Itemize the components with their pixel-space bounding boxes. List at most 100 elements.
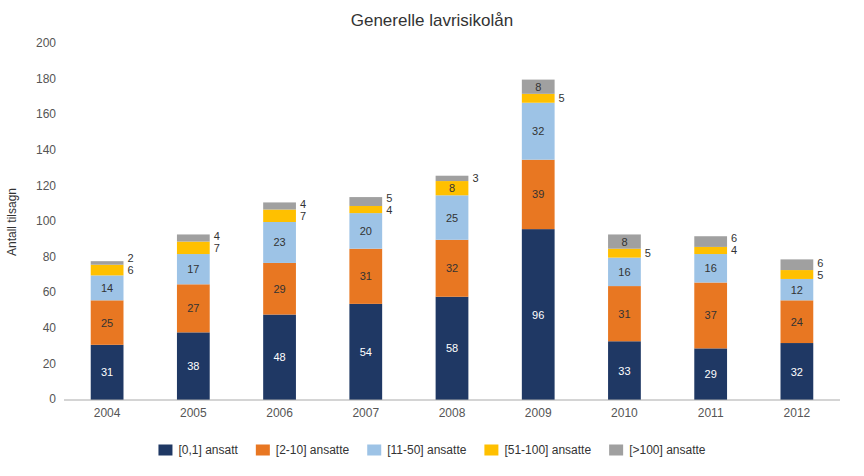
x-tick-label: 2005 xyxy=(180,406,207,420)
legend-label: [11-50] ansatte xyxy=(387,443,466,457)
legend-item: [11-50] ansatte xyxy=(367,443,466,457)
legend-label: [0,1] ansatt xyxy=(178,443,238,457)
bar-segment xyxy=(177,242,210,254)
legend-item: [>100] ansatte xyxy=(609,443,706,457)
bar-segment xyxy=(694,236,727,247)
data-label: 16 xyxy=(705,262,717,274)
bar-segment xyxy=(694,283,727,349)
title: Generelle lavrisikolån xyxy=(351,11,514,30)
bar-segment xyxy=(608,286,641,341)
bar-segment xyxy=(91,345,124,400)
bar-segment xyxy=(349,197,382,206)
data-label: 6 xyxy=(817,257,823,269)
bar-segment xyxy=(263,315,296,400)
data-label: 54 xyxy=(360,346,372,358)
bar-segment xyxy=(349,213,382,249)
y-tick-label: 160 xyxy=(36,107,56,121)
data-label: 29 xyxy=(273,283,285,295)
legend-label: [2-10] ansatte xyxy=(276,443,350,457)
data-label: 39 xyxy=(532,188,544,200)
bar-segment xyxy=(436,181,469,195)
x-tick-label: 2006 xyxy=(266,406,293,420)
x-tick-label: 2008 xyxy=(439,406,466,420)
y-tick-label: 60 xyxy=(43,285,57,299)
bar-segment xyxy=(263,210,296,222)
data-label: 48 xyxy=(273,351,285,363)
data-label: 96 xyxy=(532,309,544,321)
x-tick-label: 2009 xyxy=(525,406,552,420)
bar-segment xyxy=(608,249,641,258)
data-label: 27 xyxy=(187,302,199,314)
data-label: 6 xyxy=(731,232,737,244)
data-label: 38 xyxy=(187,360,199,372)
bar-segment xyxy=(781,259,814,270)
data-label: 5 xyxy=(817,269,823,281)
data-label: 16 xyxy=(618,266,630,278)
data-label: 14 xyxy=(101,282,113,294)
data-label: 5 xyxy=(559,92,565,104)
data-label: 23 xyxy=(273,236,285,248)
bar-segment xyxy=(522,94,555,103)
x-tick-label: 2012 xyxy=(784,406,811,420)
bars xyxy=(91,80,814,400)
data-label: 31 xyxy=(360,270,372,282)
data-label: 12 xyxy=(791,284,803,296)
y-axis: 020406080100120140160180200 xyxy=(36,36,56,406)
bar-segment xyxy=(177,332,210,400)
legend-label: [51-100] ansatte xyxy=(504,443,591,457)
x-axis-line xyxy=(64,400,840,401)
bar-segment xyxy=(263,222,296,263)
data-label: 8 xyxy=(621,236,627,248)
y-tick-label: 140 xyxy=(36,143,56,157)
x-tick-label: 2011 xyxy=(698,406,724,420)
y-tick-label: 40 xyxy=(43,321,57,335)
bar-segment xyxy=(522,103,555,160)
bar-segment xyxy=(781,270,814,279)
legend-item: [51-100] ansatte xyxy=(484,443,591,457)
bar-segment xyxy=(694,348,727,400)
data-label: 2 xyxy=(127,252,133,264)
data-label: 4 xyxy=(731,244,737,256)
bar-segment xyxy=(608,234,641,248)
x-axis: 200420052006200720082009201020112012 xyxy=(64,400,840,420)
bar-segment xyxy=(436,297,469,400)
legend-label: [>100] ansatte xyxy=(629,443,706,457)
x-tick-label: 2007 xyxy=(352,406,379,420)
bar-segment xyxy=(91,265,124,276)
legend-swatch xyxy=(367,445,381,456)
data-label: 17 xyxy=(187,263,199,275)
data-label: 8 xyxy=(449,182,455,194)
bar-segment xyxy=(694,247,727,254)
y-tick-label: 100 xyxy=(36,214,56,228)
bar-segment xyxy=(263,263,296,315)
data-label: 5 xyxy=(386,192,392,204)
data-label: 58 xyxy=(446,342,458,354)
bar-segment xyxy=(91,261,124,265)
data-label: 5 xyxy=(645,247,651,259)
bar-segment xyxy=(781,300,814,343)
chart: Generelle lavrisikolånAntall tilsagn0204… xyxy=(0,0,864,476)
data-label: 24 xyxy=(791,316,803,328)
legend-swatch xyxy=(158,445,172,456)
x-tick-label: 2010 xyxy=(611,406,638,420)
y-axis-label: Antall tilsagn xyxy=(5,188,19,256)
data-label: 37 xyxy=(705,309,717,321)
data-label: 3 xyxy=(472,172,478,184)
legend-swatch xyxy=(484,445,498,456)
bar-segment xyxy=(608,258,641,286)
data-label: 32 xyxy=(446,262,458,274)
data-labels: 3138485458963329322527293132393137241417… xyxy=(101,81,823,380)
bar-segment xyxy=(91,300,124,345)
legend-item: [2-10] ansatte xyxy=(256,443,350,457)
y-tick-label: 120 xyxy=(36,179,56,193)
bar-segment xyxy=(436,240,469,297)
legend-swatch xyxy=(609,445,623,456)
bar-segment xyxy=(177,234,210,241)
data-label: 4 xyxy=(386,204,392,216)
bar-segment xyxy=(349,249,382,304)
data-label: 4 xyxy=(300,198,306,210)
data-label: 7 xyxy=(214,242,220,254)
bar-segment xyxy=(781,343,814,400)
bar-segment xyxy=(781,279,814,300)
bar-segment xyxy=(177,254,210,284)
